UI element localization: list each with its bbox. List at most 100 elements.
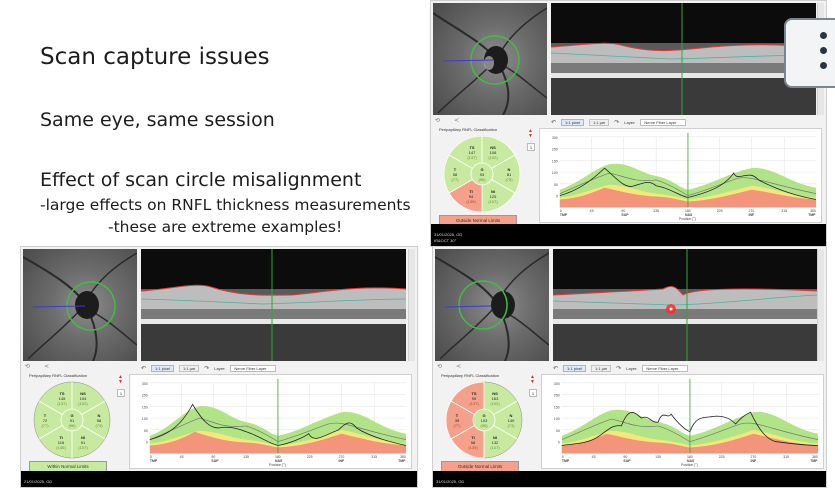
svg-text:Position [°]: Position [°] — [269, 463, 286, 467]
svg-text:225: 225 — [307, 455, 313, 459]
chart-page-button[interactable]: 1 — [527, 143, 535, 151]
svg-text:315: 315 — [781, 209, 787, 213]
share-icon[interactable]: ≺ — [44, 364, 50, 370]
svg-text:300: 300 — [142, 382, 148, 386]
svg-text:NI: NI — [81, 435, 85, 440]
chart-page-button[interactable]: 1 — [529, 389, 537, 397]
svg-text:250: 250 — [554, 394, 560, 398]
zoom-pixel-button[interactable]: 1:1 pixel — [151, 364, 174, 372]
bscan-image — [553, 249, 818, 361]
svg-text:Position [°]: Position [°] — [679, 217, 696, 221]
svg-text:(102): (102) — [488, 155, 498, 160]
svg-text:0: 0 — [558, 441, 560, 445]
svg-text:TS: TS — [59, 391, 64, 396]
svg-text:116: 116 — [58, 440, 65, 445]
svg-text:T: T — [44, 413, 47, 418]
svg-text:NS: NS — [80, 391, 86, 396]
layer-label: Layer: — [626, 365, 638, 371]
svg-text:TMP: TMP — [562, 459, 570, 463]
zoom-pixel-button[interactable]: 1:1 pixel — [561, 118, 584, 126]
svg-text:91: 91 — [70, 418, 75, 423]
svg-text:TMP: TMP — [150, 459, 158, 463]
svg-text:58: 58 — [471, 440, 476, 445]
svg-text:NS: NS — [492, 391, 498, 396]
svg-text:NAS: NAS — [685, 213, 693, 217]
svg-text:180: 180 — [275, 455, 281, 459]
bscan-scrollbar[interactable] — [817, 249, 824, 361]
rotate-right-icon[interactable]: ↷ — [614, 119, 620, 126]
zoom-um-button[interactable]: 1:1 µm — [590, 364, 612, 372]
sort-arrows-icon[interactable]: ▲ ▼ — [528, 128, 533, 139]
svg-text:NAS: NAS — [687, 459, 695, 463]
svg-text:G: G — [482, 413, 485, 418]
svg-text:INF: INF — [339, 459, 345, 463]
svg-text:TMP: TMP — [398, 459, 406, 463]
svg-text:72: 72 — [43, 418, 48, 423]
rnfl-thickness-chart: 300 250 150 100 50 0 0 45 90 135 180 225 270 315 360 … — [541, 374, 824, 469]
svg-text:TI: TI — [59, 435, 63, 440]
share-icon[interactable]: ≺ — [454, 118, 460, 124]
svg-text:103: 103 — [481, 418, 488, 423]
vertical-ellipsis-icon-dot — [820, 62, 827, 69]
more-options-button[interactable] — [784, 18, 835, 88]
svg-text:TS: TS — [469, 145, 474, 150]
layer-select[interactable]: Nerve Fiber Layer — [230, 364, 277, 372]
scan-info-footer: 31/01/2025, OD — [433, 471, 826, 487]
svg-text:81: 81 — [507, 172, 512, 177]
vertical-ellipsis-icon-dot — [820, 47, 827, 54]
svg-text:(96): (96) — [480, 423, 488, 428]
classification-title: Peripapillary RNFL Classification — [441, 373, 500, 378]
chart-page-button[interactable]: 1 — [117, 389, 125, 397]
svg-text:(107): (107) — [490, 445, 500, 450]
rotate-left-icon[interactable]: ↶ — [551, 119, 557, 126]
zoom-pixel-button[interactable]: 1:1 pixel — [563, 364, 586, 372]
rotate-right-icon[interactable]: ↷ — [204, 365, 210, 372]
svg-text:94: 94 — [469, 194, 474, 199]
sort-arrows-icon[interactable]: ▲ ▼ — [118, 374, 123, 385]
svg-text:90: 90 — [211, 455, 215, 459]
fundus-image — [435, 249, 549, 361]
slide-subtitle-misalignment: Effect of scan circle misalignment — [40, 169, 362, 191]
svg-text:Position [°]: Position [°] — [681, 463, 698, 467]
scan-info-footer: 31/01/2025, OD IR&OCT 30° — [431, 224, 826, 246]
svg-text:(145): (145) — [56, 445, 66, 450]
svg-text:135: 135 — [653, 209, 659, 213]
svg-text:315: 315 — [783, 455, 789, 459]
svg-text:90: 90 — [472, 396, 477, 401]
rnfl-thickness-chart: 300 250 150 100 50 0 0 45 90 135 180 225 270 315 360 … — [539, 128, 822, 223]
bscan-scrollbar[interactable] — [408, 249, 415, 361]
bscan-image — [141, 249, 406, 361]
zoom-um-button[interactable]: 1:1 µm — [178, 364, 200, 372]
svg-text:(137): (137) — [57, 401, 67, 406]
rotate-icon[interactable]: ⟲ — [437, 364, 443, 370]
zoom-um-button[interactable]: 1:1 µm — [588, 118, 610, 126]
svg-text:360: 360 — [810, 209, 816, 213]
svg-text:TI: TI — [469, 189, 473, 194]
rotate-icon[interactable]: ⟲ — [25, 364, 31, 370]
sort-arrows-icon[interactable]: ▲ ▼ — [530, 374, 535, 385]
rotate-right-icon[interactable]: ↷ — [616, 365, 622, 372]
layer-select[interactable]: Nerve Fiber Layer — [640, 118, 687, 126]
layer-label: Layer: — [214, 365, 226, 371]
svg-text:0: 0 — [556, 195, 558, 199]
svg-text:SUP: SUP — [211, 459, 219, 463]
svg-text:(107): (107) — [78, 445, 88, 450]
svg-text:58: 58 — [453, 172, 458, 177]
rotate-left-icon[interactable]: ↶ — [141, 365, 147, 372]
svg-text:180: 180 — [687, 455, 693, 459]
share-icon[interactable]: ≺ — [456, 364, 462, 370]
svg-text:104: 104 — [80, 396, 87, 401]
svg-text:300: 300 — [554, 382, 560, 386]
rotate-icon[interactable]: ⟲ — [435, 118, 441, 124]
slide-subtitle-same-eye: Same eye, same session — [40, 109, 275, 131]
layer-select[interactable]: Nerve Fiber Layer — [642, 364, 689, 372]
rotate-left-icon[interactable]: ↶ — [553, 365, 559, 372]
svg-text:NI: NI — [493, 435, 497, 440]
oct-panel-bottom-left: ⟲ ≺ ↶ 1:1 pixel 1:1 µm ↷ Layer: Nerve Fi… — [20, 246, 418, 488]
svg-text:360: 360 — [812, 455, 818, 459]
svg-text:90: 90 — [621, 209, 625, 213]
svg-text:TMP: TMP — [810, 459, 818, 463]
bscan-toolbar: ↶ 1:1 pixel 1:1 µm ↷ Layer: Nerve Fiber … — [553, 363, 689, 373]
